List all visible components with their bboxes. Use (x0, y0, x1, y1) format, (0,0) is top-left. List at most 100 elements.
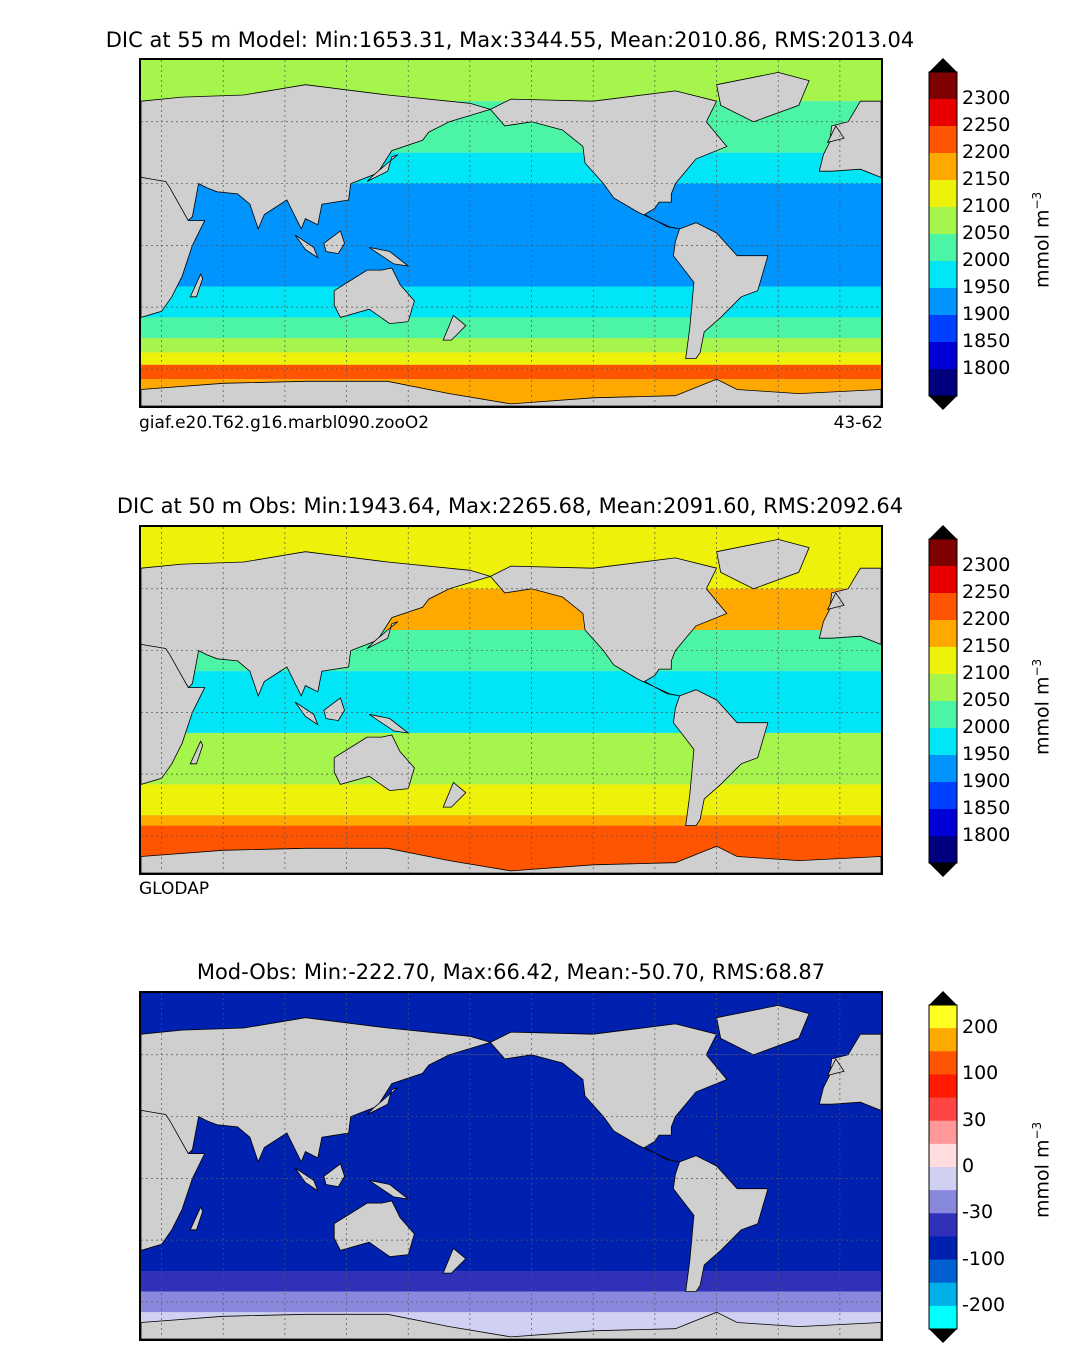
colorbar-segment (929, 593, 957, 621)
land-sumatra (294, 234, 319, 259)
colorbar-tick-label: 100 (962, 1062, 999, 1085)
land-europe-west (818, 1033, 881, 1111)
land-australia (333, 1200, 415, 1258)
colorbar-segment (929, 836, 957, 864)
colorbar-segment (929, 782, 957, 810)
field-band-2 (141, 1271, 881, 1292)
land-australia (333, 267, 415, 325)
colorbar-segment (929, 234, 957, 262)
panel1-years: 43-62 (833, 413, 883, 433)
colorbar-tick-label: 1800 (962, 357, 1011, 379)
colorbar-tick-label: 1850 (962, 330, 1011, 352)
colorbar-tick-label: 1950 (962, 743, 1011, 765)
colorbar-frame (928, 538, 958, 864)
colorbar-tick-label: 1900 (962, 303, 1011, 325)
panel2-colorbar (928, 525, 958, 877)
panel3-units-main: mmol m (1031, 1139, 1054, 1218)
field-band-6 (141, 338, 881, 353)
colorbar-segment (929, 99, 957, 127)
colorbar-segment (929, 1305, 957, 1330)
panel1-map (139, 58, 883, 408)
colorbar-tick-label: 200 (962, 1016, 999, 1039)
colorbar-extend-min (929, 863, 957, 877)
land-japan (366, 621, 399, 649)
land-sumatra (294, 1167, 319, 1192)
field-band-4 (141, 732, 881, 785)
land-new-zealand (442, 314, 467, 341)
panel2-units-exp: −3 (1030, 658, 1044, 677)
colorbar-tick-label: 2250 (962, 581, 1011, 603)
land-uk (826, 1058, 845, 1076)
map-svg (141, 527, 881, 873)
panel1-colorbar-units: mmol m−3 (1030, 192, 1053, 288)
colorbar-segment (929, 72, 957, 100)
colorbar-segment (929, 647, 957, 675)
colorbar-segment (929, 1213, 957, 1237)
field-band-4 (141, 286, 881, 318)
colorbar-extend-max (929, 58, 957, 72)
panel2-colorbar-units: mmol m−3 (1030, 659, 1053, 755)
colorbar-segment (929, 1051, 957, 1075)
colorbar-tick-label: 2200 (962, 141, 1011, 163)
land-eurasia (141, 84, 492, 231)
colorbar-tick-label: 1850 (962, 797, 1011, 819)
land-greenland (716, 538, 810, 590)
field-band-5 (141, 317, 881, 339)
colorbar-segment (929, 539, 957, 567)
landmasses (141, 1004, 881, 1339)
colorbar-tick-label: 0 (962, 1155, 975, 1177)
colorbar-tick-label: 2200 (962, 608, 1011, 630)
colorbar-segment (929, 1005, 957, 1029)
field-band-3 (141, 671, 881, 733)
land-europe-west (818, 567, 881, 645)
colorbar-tick-label: 1950 (962, 276, 1011, 298)
colorbar-tick-label: -100 (962, 1247, 1006, 1270)
field-band-7 (141, 352, 881, 365)
colorbar-tick-label: 2100 (962, 662, 1011, 684)
colorbar-segment (929, 288, 957, 316)
panel2-map (139, 525, 883, 875)
panel2-units-main: mmol m (1031, 676, 1054, 755)
colorbar-segment (929, 153, 957, 181)
panel1-units-main: mmol m (1031, 209, 1054, 288)
land-madagascar (189, 273, 204, 298)
land-new-guinea (368, 1180, 410, 1200)
colorbar-segment (929, 701, 957, 729)
land-s-america (672, 689, 769, 827)
graticule (141, 60, 881, 406)
land-new-zealand (442, 781, 467, 808)
land-greenland (716, 71, 810, 123)
colorbar-segment (929, 342, 957, 370)
panel1-case-name: giaf.e20.T62.g16.marbl090.zooO2 (139, 413, 430, 433)
colorbar-segment (929, 566, 957, 594)
panel1-colorbar (928, 58, 958, 410)
panel2-dataset-name: GLODAP (139, 879, 210, 899)
panel3-colorbar-units: mmol m−3 (1030, 1122, 1053, 1218)
land-new-guinea (368, 247, 410, 267)
colorbar-segment (929, 207, 957, 235)
colorbar-segment (929, 1028, 957, 1052)
land-japan (366, 1087, 399, 1115)
land-new-zealand (442, 1247, 467, 1274)
panel3-units-exp: −3 (1030, 1121, 1044, 1140)
land-borneo (323, 230, 345, 255)
landmasses (141, 538, 881, 873)
land-antarctica (141, 378, 881, 406)
colorbar-tick-label: 2000 (962, 716, 1011, 738)
colorbar-frame (928, 71, 958, 397)
field-band-5 (141, 784, 881, 816)
land-n-america (489, 557, 728, 697)
land-antarctica (141, 1311, 881, 1339)
colorbar-tick-label: 2050 (962, 222, 1011, 244)
land-madagascar (189, 740, 204, 765)
colorbar-segment (929, 674, 957, 702)
colorbar-segment (929, 1259, 957, 1284)
land-eurasia (141, 1017, 492, 1164)
colorbar-extend-min (929, 1329, 957, 1343)
colorbar-segment (929, 620, 957, 648)
colorbar-extend-max (929, 991, 957, 1005)
colorbar-segment (929, 126, 957, 154)
land-eurasia (141, 551, 492, 698)
field-band-8 (141, 364, 881, 380)
colorbar-segment (929, 180, 957, 208)
